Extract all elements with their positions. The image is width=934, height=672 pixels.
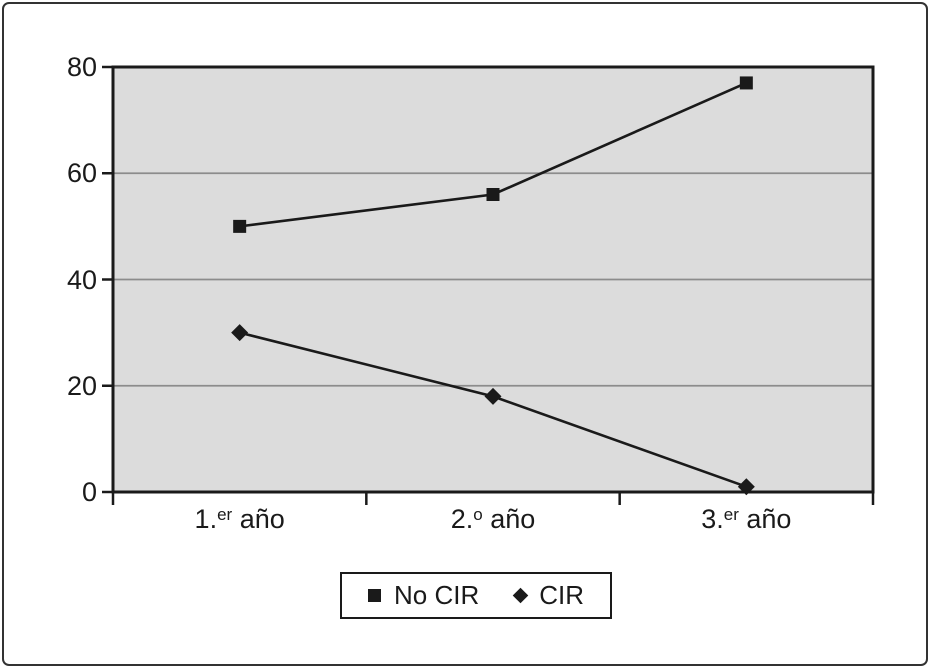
legend-item-no-cir: No CIR bbox=[368, 580, 479, 611]
marker-diamond-cir-2 bbox=[737, 478, 755, 496]
square-marker-icon bbox=[368, 589, 381, 602]
legend-label-cir: CIR bbox=[539, 580, 585, 610]
figure-frame bbox=[2, 2, 928, 666]
legend: No CIR CIR bbox=[340, 572, 613, 619]
marker-square-no-cir-0 bbox=[233, 219, 247, 233]
marker-diamond-cir-0 bbox=[231, 324, 249, 342]
diamond-marker-icon bbox=[512, 587, 529, 604]
marker-square-no-cir-2 bbox=[739, 76, 753, 90]
legend-label-no-cir: No CIR bbox=[394, 580, 480, 610]
marker-diamond-cir-1 bbox=[484, 387, 502, 405]
legend-item-cir: CIR bbox=[512, 580, 585, 611]
marker-square-no-cir-1 bbox=[486, 188, 500, 201]
